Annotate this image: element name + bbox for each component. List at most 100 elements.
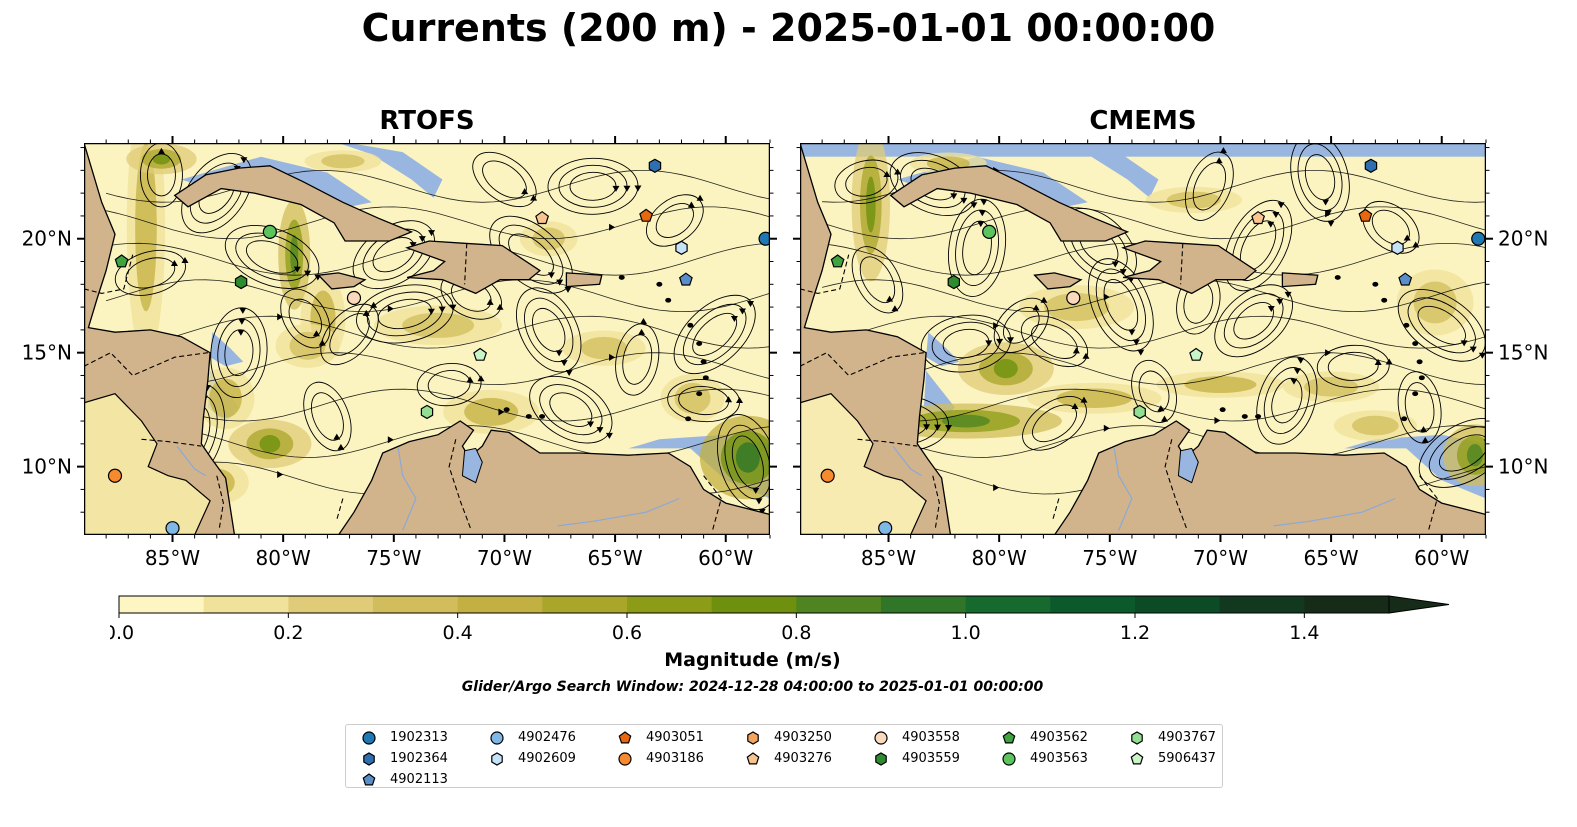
country-border bbox=[857, 438, 918, 447]
streamline-arrow bbox=[304, 270, 312, 277]
streamline-arrow bbox=[993, 484, 1000, 492]
legend-marker bbox=[1130, 752, 1144, 765]
streamline-arrow bbox=[894, 168, 902, 175]
legend-label: 4903558 bbox=[902, 730, 960, 745]
streamline-arrow bbox=[1214, 417, 1221, 425]
country-border bbox=[932, 475, 940, 531]
streamline-arrow bbox=[1374, 359, 1382, 366]
land-puertoRico bbox=[1281, 272, 1319, 288]
streamline-arrow bbox=[277, 313, 284, 321]
lon-tick-label: 60°W bbox=[698, 546, 753, 570]
streamline-arrow bbox=[639, 318, 647, 325]
streamline-arrow bbox=[1119, 269, 1127, 276]
streamline-arrow bbox=[1277, 202, 1285, 209]
island bbox=[503, 407, 510, 413]
island bbox=[665, 297, 672, 303]
legend-marker-pentagon-icon bbox=[1002, 731, 1016, 744]
streamline bbox=[147, 153, 176, 197]
streamline-arrow bbox=[1132, 339, 1140, 346]
streamline-arrow bbox=[1403, 234, 1411, 241]
streamline-arrow bbox=[1272, 212, 1280, 219]
streamline-arrow bbox=[886, 295, 894, 302]
river bbox=[1273, 497, 1396, 527]
streamline bbox=[834, 159, 899, 204]
current-core bbox=[1044, 293, 1110, 322]
float-marker-4903562 bbox=[114, 254, 129, 268]
streamline-arrow bbox=[240, 157, 248, 164]
streamline bbox=[1087, 258, 1154, 352]
streamline-arrow bbox=[747, 301, 755, 308]
colorbar-label: Magnitude (m/s) bbox=[664, 649, 841, 671]
streamline-arrow bbox=[521, 188, 529, 195]
colorbar-tick-label: 0.8 bbox=[781, 622, 811, 644]
streamline bbox=[288, 298, 323, 339]
island bbox=[702, 375, 709, 381]
domain-edge bbox=[800, 143, 1486, 157]
float-marker-5906437 bbox=[473, 347, 488, 361]
streamline-arrow bbox=[730, 316, 738, 323]
legend-marker-hexagon-icon bbox=[1131, 731, 1143, 745]
colorbar-extend-arrow bbox=[1388, 595, 1450, 614]
legend-marker-hexagon-icon bbox=[491, 752, 503, 766]
island bbox=[1372, 281, 1379, 287]
colorbar-segment bbox=[203, 596, 289, 613]
streamline bbox=[105, 169, 770, 203]
streamline-arrow bbox=[1160, 415, 1168, 422]
streamline bbox=[224, 329, 254, 377]
current-core bbox=[1184, 376, 1257, 393]
colorbar-tick-label: 1.2 bbox=[1120, 622, 1150, 644]
float-marker-4903562 bbox=[830, 254, 845, 268]
streamline bbox=[1223, 199, 1293, 292]
float-marker-4903767 bbox=[420, 404, 434, 420]
streamline-arrow bbox=[596, 427, 604, 434]
map-panel-rtofs[interactable] bbox=[84, 143, 770, 535]
streamline-arrow bbox=[1072, 347, 1080, 354]
streamline-arrow bbox=[555, 350, 563, 357]
panel-title-rtofs: RTOFS bbox=[379, 106, 475, 136]
float-marker-1902364 bbox=[648, 158, 662, 173]
streamline-arrow bbox=[237, 329, 245, 336]
lon-tick-label: 70°W bbox=[477, 546, 532, 570]
legend-label: 5906437 bbox=[1158, 751, 1216, 766]
streamline-arrow bbox=[1215, 157, 1223, 164]
float-marker-1902313 bbox=[1471, 231, 1486, 246]
streamline-arrow bbox=[1219, 147, 1227, 154]
float-marker-5906437 bbox=[1189, 347, 1204, 361]
streamline-arrow bbox=[1325, 349, 1332, 357]
colorbar-tick-label: 0.2 bbox=[273, 622, 303, 644]
river bbox=[1113, 448, 1133, 531]
float-marker-4903559 bbox=[947, 274, 960, 290]
legend-marker bbox=[362, 731, 376, 745]
legend-marker bbox=[746, 752, 760, 765]
island bbox=[1412, 341, 1419, 346]
country-border bbox=[800, 254, 850, 294]
legend-marker bbox=[747, 731, 759, 745]
map-panel-cmems[interactable] bbox=[800, 143, 1486, 535]
float-marker-1902313 bbox=[758, 231, 770, 246]
float-marker-4903051 bbox=[639, 208, 654, 222]
country-border bbox=[1419, 475, 1438, 531]
island bbox=[1255, 414, 1262, 419]
pacific-ocean bbox=[84, 393, 211, 535]
colorbar-tick-label: 1.4 bbox=[1289, 622, 1319, 644]
current-core bbox=[464, 397, 519, 426]
legend-label: 4903559 bbox=[902, 751, 960, 766]
streamline-arrow bbox=[934, 424, 942, 431]
float-marker-4903186 bbox=[107, 468, 123, 483]
float-marker-4903563 bbox=[262, 224, 277, 239]
streamline-arrow bbox=[1420, 426, 1428, 433]
island bbox=[525, 414, 532, 419]
streamline-arrow bbox=[181, 256, 189, 263]
streamline-arrow bbox=[696, 194, 704, 201]
streamline bbox=[106, 315, 770, 349]
country-border bbox=[141, 438, 202, 447]
streamline bbox=[821, 206, 1486, 240]
streamline-arrow bbox=[1327, 220, 1335, 227]
float-marker-4902609 bbox=[675, 240, 688, 255]
island bbox=[1416, 359, 1423, 365]
float-marker-4903558 bbox=[346, 290, 362, 306]
streamline-arrow bbox=[1469, 346, 1477, 353]
current-core bbox=[993, 359, 1018, 379]
legend-label: 1902364 bbox=[390, 751, 448, 766]
lon-tick-label: 85°W bbox=[861, 546, 916, 570]
